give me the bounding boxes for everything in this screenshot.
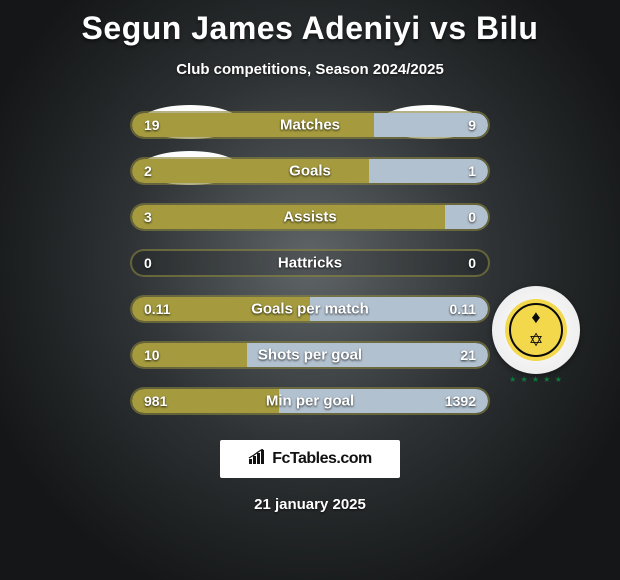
stat-value-right: 21 bbox=[460, 347, 476, 363]
stat-value-right: 0 bbox=[468, 255, 476, 271]
stat-label: Hattricks bbox=[278, 255, 342, 272]
stat-value-left: 10 bbox=[144, 347, 160, 363]
stat-row: 981 Min per goal 1392 bbox=[130, 384, 490, 418]
page-subtitle: Club competitions, Season 2024/2025 bbox=[0, 61, 620, 78]
site-branding: FcTables.com bbox=[220, 440, 400, 478]
page-title: Segun James Adeniyi vs Bilu bbox=[0, 0, 620, 47]
stat-label: Goals per match bbox=[251, 301, 369, 318]
stat-label: Assists bbox=[283, 209, 336, 226]
stat-value-right: 9 bbox=[468, 117, 476, 133]
stat-row: 0 Hattricks 0 bbox=[130, 246, 490, 280]
stat-value-right: 0.11 bbox=[450, 301, 476, 317]
player2-club-crest: ♦ ✡ ★ ★ ★ ★ ★ bbox=[492, 286, 580, 374]
footer-date: 21 january 2025 bbox=[0, 496, 620, 513]
stat-value-right: 1 bbox=[468, 163, 476, 179]
site-name: FcTables.com bbox=[272, 450, 372, 468]
stat-row: 2 Goals 1 bbox=[130, 154, 490, 188]
shield-icon: ✡ bbox=[528, 330, 543, 351]
stat-label: Shots per goal bbox=[258, 347, 362, 364]
stat-label: Matches bbox=[280, 117, 340, 134]
stat-row: 0.11 Goals per match 0.11 bbox=[130, 292, 490, 326]
bar-right bbox=[445, 205, 488, 229]
crest-inner: ♦ ✡ bbox=[505, 299, 567, 361]
stat-row: 19 Matches 9 bbox=[130, 108, 490, 142]
stat-label: Goals bbox=[289, 163, 331, 180]
stat-value-left: 981 bbox=[144, 393, 167, 409]
crest-stars-icon: ★ ★ ★ ★ ★ bbox=[492, 375, 580, 384]
stat-value-right: 0 bbox=[468, 209, 476, 225]
stat-value-left: 2 bbox=[144, 163, 152, 179]
stat-row: 3 Assists 0 bbox=[130, 200, 490, 234]
stat-value-left: 3 bbox=[144, 209, 152, 225]
diamond-icon: ♦ bbox=[531, 307, 540, 328]
stat-value-left: 0.11 bbox=[144, 301, 170, 317]
stat-row: 10 Shots per goal 21 bbox=[130, 338, 490, 372]
stat-value-right: 1392 bbox=[445, 393, 476, 409]
bar-left bbox=[132, 159, 369, 183]
comparison-chart: 19 Matches 9 2 Goals 1 3 Assists 0 0 Hat… bbox=[0, 108, 620, 418]
stat-label: Min per goal bbox=[266, 393, 354, 410]
chart-icon bbox=[248, 449, 268, 470]
stat-value-left: 0 bbox=[144, 255, 152, 271]
stat-value-left: 19 bbox=[144, 117, 160, 133]
